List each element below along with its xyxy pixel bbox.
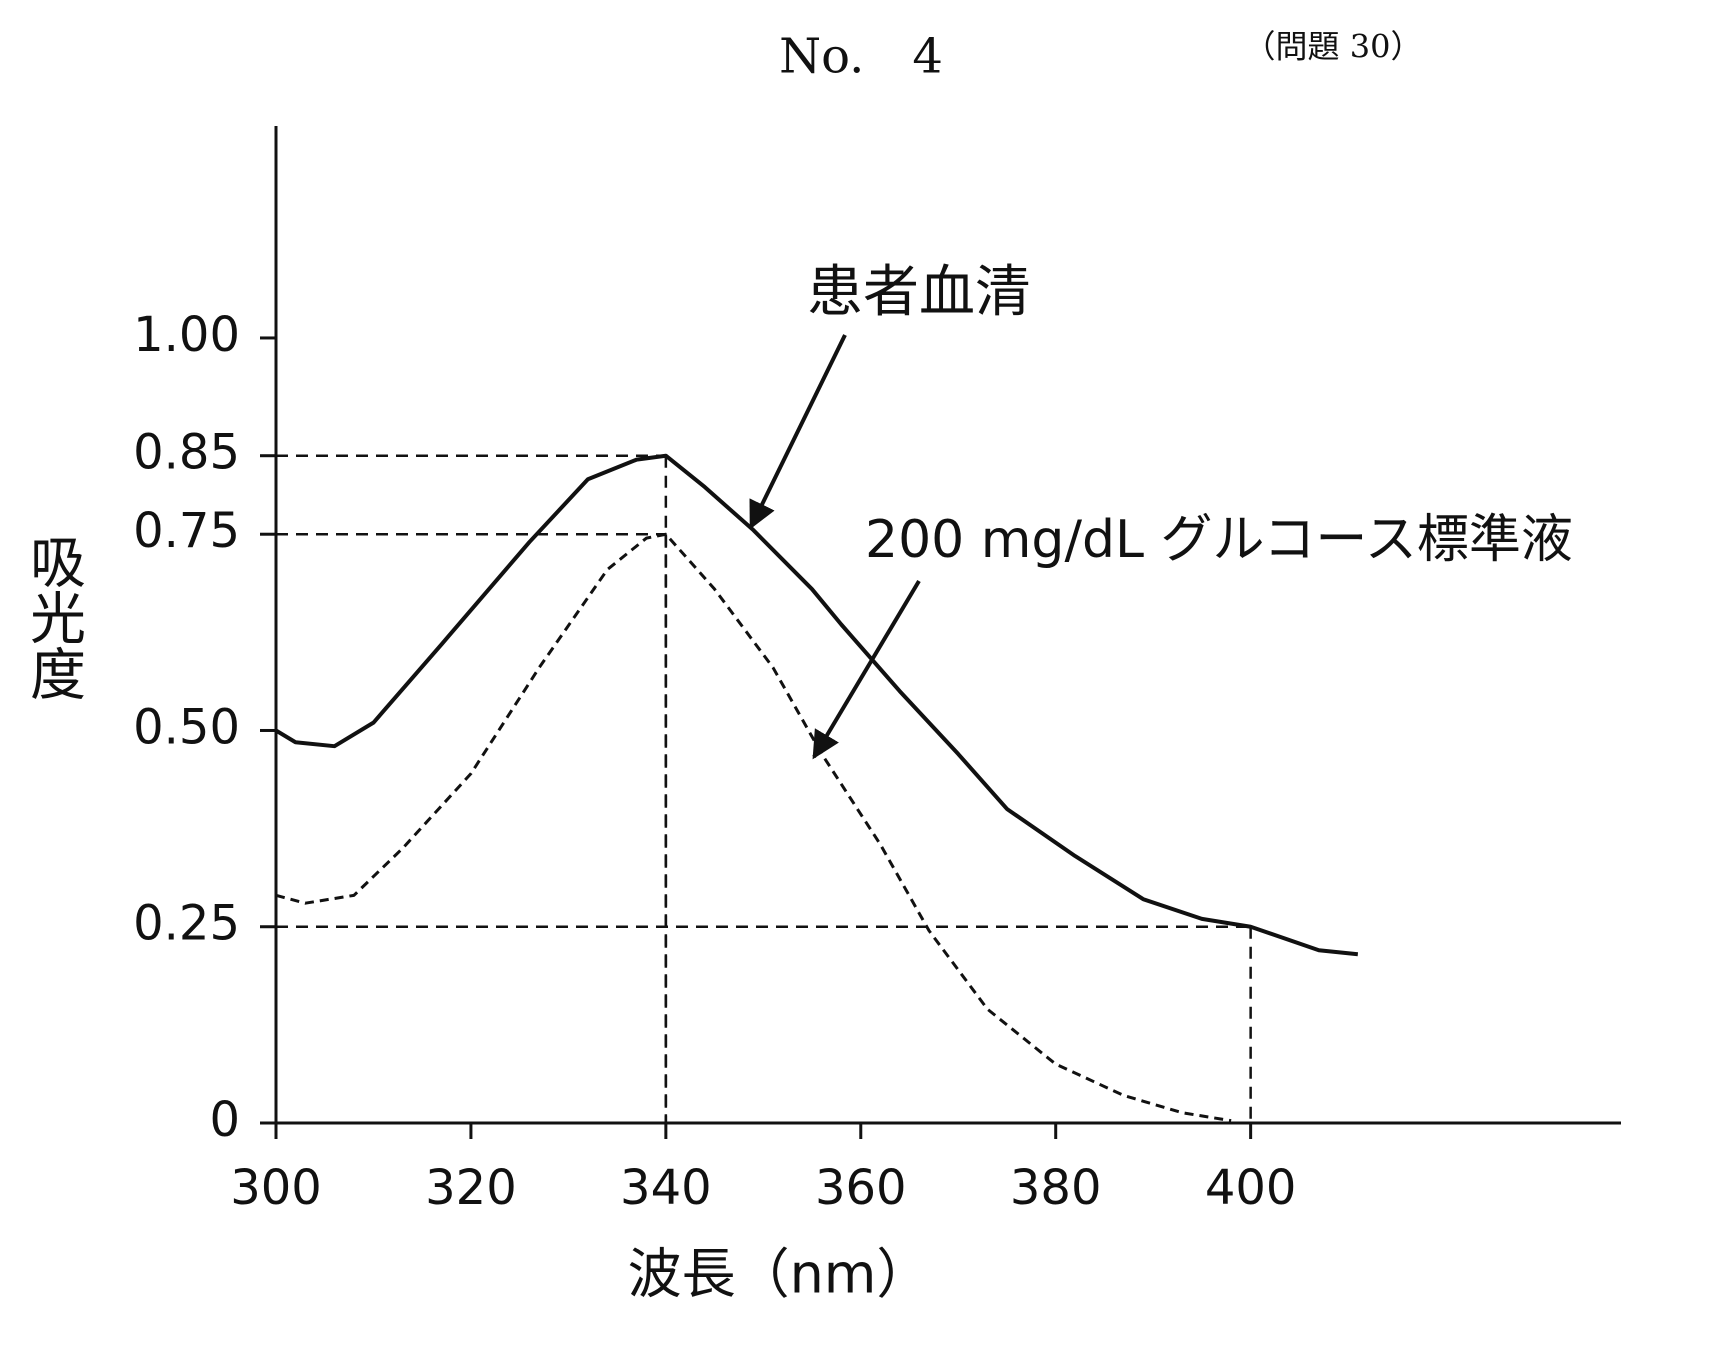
x-tick-label: 340 bbox=[620, 1160, 712, 1216]
series-line bbox=[274, 453, 1359, 957]
x-tick-label: 320 bbox=[425, 1160, 517, 1216]
legend-label: 200 mg/dL グルコース標準液 bbox=[865, 510, 1573, 570]
y-tick-label: 0 bbox=[209, 1092, 240, 1148]
x-tick-label: 380 bbox=[1010, 1160, 1102, 1216]
y-tick-label: 1.00 bbox=[133, 307, 240, 363]
title: No. 4 bbox=[779, 29, 943, 85]
x-tick-label: 300 bbox=[230, 1160, 322, 1216]
subtitle: （問題 30） bbox=[1244, 28, 1423, 66]
annotation-arrow bbox=[812, 579, 921, 760]
y-tick-label: 0.75 bbox=[133, 503, 240, 559]
y-tick-label: 0.25 bbox=[133, 896, 240, 952]
x-tick-label: 360 bbox=[815, 1160, 907, 1216]
x-tick-label: 400 bbox=[1205, 1160, 1297, 1216]
y-axis-label: 吸光度 bbox=[21, 533, 86, 701]
y-tick-label: 0.85 bbox=[133, 425, 240, 481]
x-axis-label: 波長（nm） bbox=[628, 1243, 931, 1306]
y-tick-label: 0.50 bbox=[133, 699, 240, 755]
annotation-arrow bbox=[749, 334, 847, 530]
legend-label: 患者血清 bbox=[807, 260, 1031, 325]
series-line bbox=[275, 532, 1232, 1123]
